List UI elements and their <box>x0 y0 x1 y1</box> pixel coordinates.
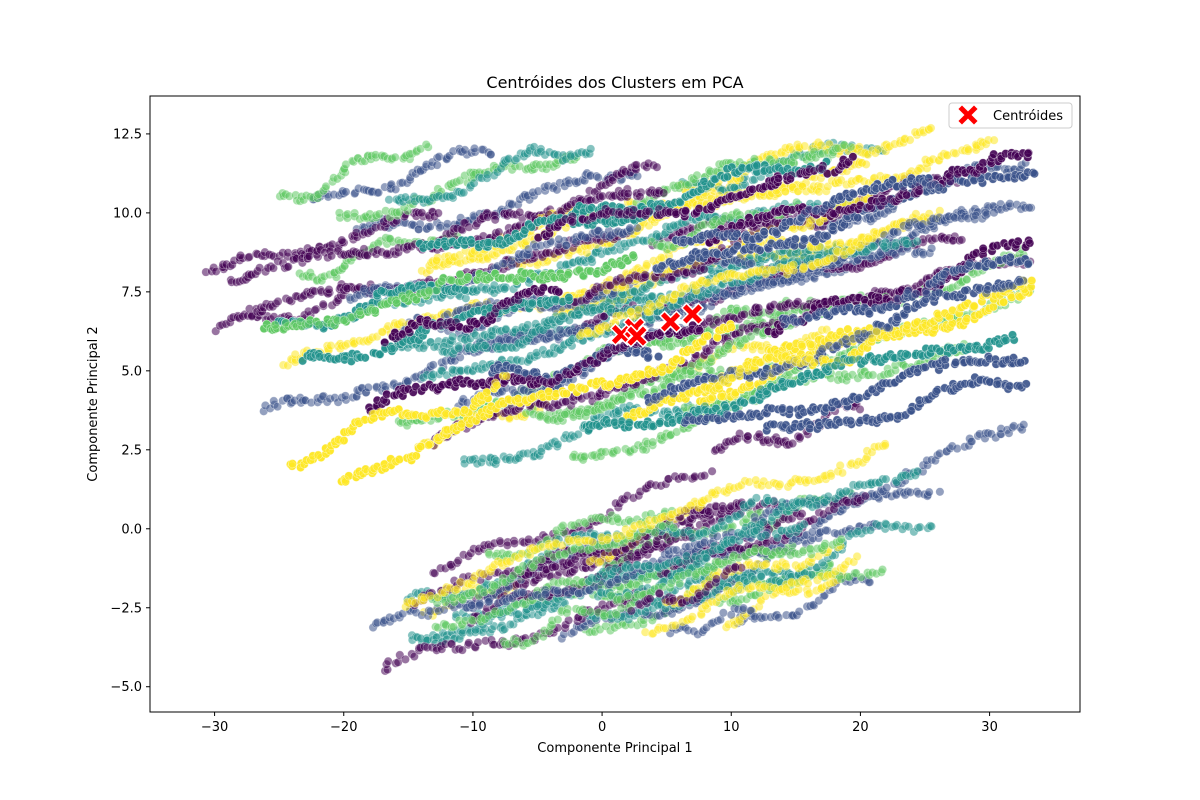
data-point <box>553 439 563 449</box>
data-point <box>780 186 790 196</box>
data-point <box>754 303 764 313</box>
data-point <box>631 160 641 170</box>
data-point <box>433 208 443 218</box>
data-point <box>868 370 878 380</box>
data-point <box>699 264 709 274</box>
data-point <box>490 215 500 225</box>
data-point <box>989 208 999 218</box>
data-point <box>861 159 871 169</box>
data-point <box>795 432 805 442</box>
data-point <box>652 162 662 172</box>
data-point <box>640 270 650 280</box>
data-point <box>788 438 798 448</box>
data-point <box>918 219 928 229</box>
data-point <box>442 309 452 319</box>
data-point <box>892 227 902 237</box>
data-point <box>560 409 570 419</box>
data-point <box>656 253 666 263</box>
data-point <box>337 235 347 245</box>
data-point <box>341 187 351 197</box>
data-point <box>429 342 439 352</box>
data-point <box>523 320 533 330</box>
data-point <box>855 404 865 414</box>
data-point <box>586 254 596 264</box>
data-point <box>989 135 999 145</box>
data-point <box>927 243 937 253</box>
data-point <box>480 340 490 350</box>
data-point <box>385 234 395 244</box>
data-point <box>499 284 509 294</box>
data-point <box>669 220 679 230</box>
data-point <box>593 173 603 183</box>
data-point <box>1024 203 1034 213</box>
data-point <box>340 391 350 401</box>
data-point <box>310 305 320 315</box>
data-point <box>515 207 525 217</box>
data-point <box>926 123 936 133</box>
data-point <box>905 135 915 145</box>
data-point <box>746 258 756 268</box>
data-point <box>739 309 749 319</box>
data-point <box>380 382 390 392</box>
data-point <box>568 452 578 462</box>
data-point <box>557 311 567 321</box>
data-point <box>626 391 636 401</box>
data-point <box>236 251 246 261</box>
data-point <box>491 456 501 466</box>
data-point <box>363 382 373 392</box>
data-point <box>454 343 464 353</box>
data-point <box>469 144 479 154</box>
data-point <box>448 332 458 342</box>
data-point <box>428 360 438 370</box>
data-point <box>723 341 733 351</box>
data-point <box>913 166 923 176</box>
data-point <box>318 299 328 309</box>
data-point <box>962 275 972 285</box>
data-point <box>384 195 394 205</box>
data-point <box>414 224 424 234</box>
data-point <box>957 235 967 245</box>
data-point <box>418 343 428 353</box>
data-point <box>582 407 592 417</box>
data-point <box>612 445 622 455</box>
data-point <box>431 255 441 265</box>
scatter-points <box>201 123 1039 676</box>
data-point <box>963 145 973 155</box>
data-point <box>486 150 496 160</box>
data-point <box>743 431 753 441</box>
data-point <box>586 144 596 154</box>
data-point <box>400 192 410 202</box>
